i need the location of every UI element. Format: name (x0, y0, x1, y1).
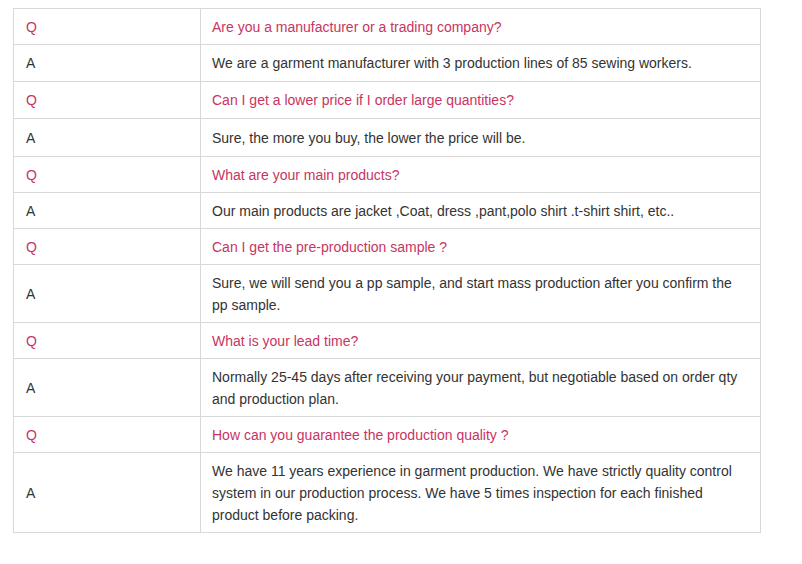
answer-label: A (14, 359, 201, 416)
faq-row: Q Can I get the pre-production sample ? (14, 229, 760, 265)
faq-row: A Our main products are jacket ,Coat, dr… (14, 193, 760, 229)
faq-row: A Normally 25-45 days after receiving yo… (14, 359, 760, 417)
question-label: Q (14, 9, 201, 44)
question-text: Can I get the pre-production sample ? (201, 229, 760, 264)
question-label: Q (14, 417, 201, 452)
question-text: Can I get a lower price if I order large… (201, 82, 760, 118)
answer-text: Normally 25-45 days after receiving your… (201, 359, 760, 416)
answer-text: Our main products are jacket ,Coat, dres… (201, 193, 760, 228)
answer-text: Sure, the more you buy, the lower the pr… (201, 119, 760, 156)
answer-label: A (14, 119, 201, 156)
faq-row: A Sure, the more you buy, the lower the … (14, 119, 760, 157)
answer-text: Sure, we will send you a pp sample, and … (201, 265, 760, 322)
answer-label: A (14, 265, 201, 322)
question-label: Q (14, 157, 201, 192)
question-text: What are your main products? (201, 157, 760, 192)
answer-text: We are a garment manufacturer with 3 pro… (201, 45, 760, 81)
answer-label: A (14, 193, 201, 228)
faq-row: Q What is your lead time? (14, 323, 760, 359)
faq-row: A Sure, we will send you a pp sample, an… (14, 265, 760, 323)
question-text: What is your lead time? (201, 323, 760, 358)
faq-table: Q Are you a manufacturer or a trading co… (13, 8, 761, 533)
faq-row: Q Can I get a lower price if I order lar… (14, 82, 760, 119)
answer-text: We have 11 years experience in garment p… (201, 453, 760, 532)
question-text: Are you a manufacturer or a trading comp… (201, 9, 760, 44)
faq-row: Q Are you a manufacturer or a trading co… (14, 9, 760, 45)
question-label: Q (14, 323, 201, 358)
faq-row: Q How can you guarantee the production q… (14, 417, 760, 453)
answer-label: A (14, 45, 201, 81)
question-label: Q (14, 82, 201, 118)
question-label: Q (14, 229, 201, 264)
faq-row: Q What are your main products? (14, 157, 760, 193)
faq-row: A We have 11 years experience in garment… (14, 453, 760, 532)
answer-label: A (14, 453, 201, 532)
faq-row: A We are a garment manufacturer with 3 p… (14, 45, 760, 82)
question-text: How can you guarantee the production qua… (201, 417, 760, 452)
